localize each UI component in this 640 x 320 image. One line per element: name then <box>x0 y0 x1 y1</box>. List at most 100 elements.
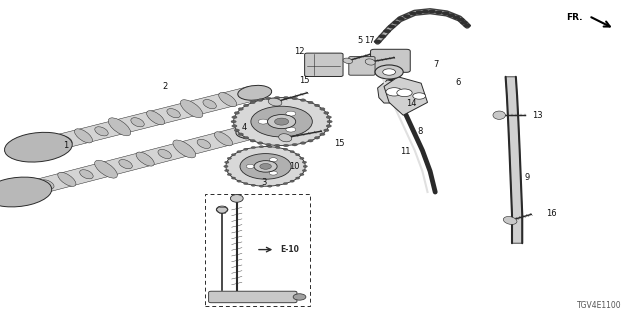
Circle shape <box>234 98 330 146</box>
Text: 4: 4 <box>242 124 247 132</box>
Circle shape <box>284 96 289 99</box>
Circle shape <box>251 106 312 137</box>
Circle shape <box>266 97 271 100</box>
Circle shape <box>284 182 287 185</box>
Circle shape <box>374 40 381 44</box>
Circle shape <box>293 294 306 300</box>
Ellipse shape <box>214 132 232 146</box>
Ellipse shape <box>278 134 292 142</box>
FancyBboxPatch shape <box>209 291 297 303</box>
Text: 3: 3 <box>261 178 266 187</box>
Circle shape <box>296 154 300 156</box>
Text: 5: 5 <box>357 36 362 45</box>
Circle shape <box>237 180 241 182</box>
Text: FR.: FR. <box>566 13 582 22</box>
FancyBboxPatch shape <box>349 57 375 75</box>
Circle shape <box>324 112 329 114</box>
Circle shape <box>463 24 471 28</box>
Circle shape <box>243 136 249 139</box>
Circle shape <box>300 99 306 101</box>
Circle shape <box>260 164 271 169</box>
Circle shape <box>246 164 254 168</box>
Circle shape <box>257 99 263 101</box>
Text: 9: 9 <box>525 173 530 182</box>
Circle shape <box>238 108 243 110</box>
Circle shape <box>397 89 412 97</box>
Text: 8: 8 <box>418 127 423 136</box>
Ellipse shape <box>131 118 144 127</box>
Circle shape <box>234 112 239 114</box>
Circle shape <box>269 158 277 162</box>
Text: TGV4E1100: TGV4E1100 <box>577 301 622 310</box>
Ellipse shape <box>58 172 76 186</box>
Circle shape <box>320 133 325 136</box>
Circle shape <box>300 173 304 176</box>
Circle shape <box>435 11 443 14</box>
Ellipse shape <box>219 92 237 107</box>
Circle shape <box>383 29 391 33</box>
Ellipse shape <box>40 180 54 189</box>
Circle shape <box>227 173 232 176</box>
Circle shape <box>303 165 307 167</box>
Circle shape <box>460 21 468 25</box>
Text: 1: 1 <box>63 141 68 150</box>
Ellipse shape <box>0 177 52 207</box>
Circle shape <box>397 17 404 21</box>
Text: 12: 12 <box>294 47 304 56</box>
Circle shape <box>286 127 296 132</box>
Ellipse shape <box>95 160 117 178</box>
Text: 7: 7 <box>434 60 439 69</box>
Circle shape <box>324 129 329 132</box>
Ellipse shape <box>167 108 180 118</box>
Circle shape <box>422 10 429 13</box>
Ellipse shape <box>216 206 228 213</box>
Circle shape <box>326 116 332 118</box>
Text: 6: 6 <box>456 78 461 87</box>
Circle shape <box>259 146 264 148</box>
Ellipse shape <box>238 85 271 100</box>
Circle shape <box>250 101 255 104</box>
Circle shape <box>251 184 255 186</box>
Circle shape <box>284 148 287 150</box>
Ellipse shape <box>197 139 211 148</box>
Circle shape <box>386 88 403 96</box>
Circle shape <box>290 151 294 153</box>
Ellipse shape <box>365 59 375 65</box>
Circle shape <box>231 120 236 123</box>
Text: 15: 15 <box>299 76 309 85</box>
Circle shape <box>314 104 320 107</box>
Ellipse shape <box>108 118 131 136</box>
Ellipse shape <box>239 91 252 100</box>
Polygon shape <box>12 125 259 198</box>
Ellipse shape <box>173 140 196 158</box>
Text: 15: 15 <box>334 139 344 148</box>
Ellipse shape <box>236 124 269 139</box>
Circle shape <box>225 161 229 164</box>
Circle shape <box>232 116 237 118</box>
Circle shape <box>292 97 298 100</box>
Text: 2: 2 <box>163 82 168 91</box>
Circle shape <box>232 125 237 127</box>
Circle shape <box>238 133 243 136</box>
Ellipse shape <box>17 180 39 198</box>
Ellipse shape <box>147 111 164 125</box>
Circle shape <box>275 118 289 125</box>
Circle shape <box>388 25 396 28</box>
Text: 14: 14 <box>406 99 417 108</box>
Circle shape <box>290 180 294 182</box>
Circle shape <box>275 96 280 99</box>
Circle shape <box>452 15 460 19</box>
Circle shape <box>375 65 403 79</box>
Circle shape <box>300 157 304 159</box>
Ellipse shape <box>230 195 243 202</box>
Circle shape <box>234 129 239 132</box>
Ellipse shape <box>59 136 72 145</box>
Circle shape <box>224 165 228 167</box>
Circle shape <box>302 161 307 164</box>
Circle shape <box>276 184 280 186</box>
Ellipse shape <box>79 170 93 179</box>
Ellipse shape <box>74 129 92 143</box>
Circle shape <box>292 143 298 146</box>
Circle shape <box>250 140 255 142</box>
FancyBboxPatch shape <box>371 49 410 72</box>
